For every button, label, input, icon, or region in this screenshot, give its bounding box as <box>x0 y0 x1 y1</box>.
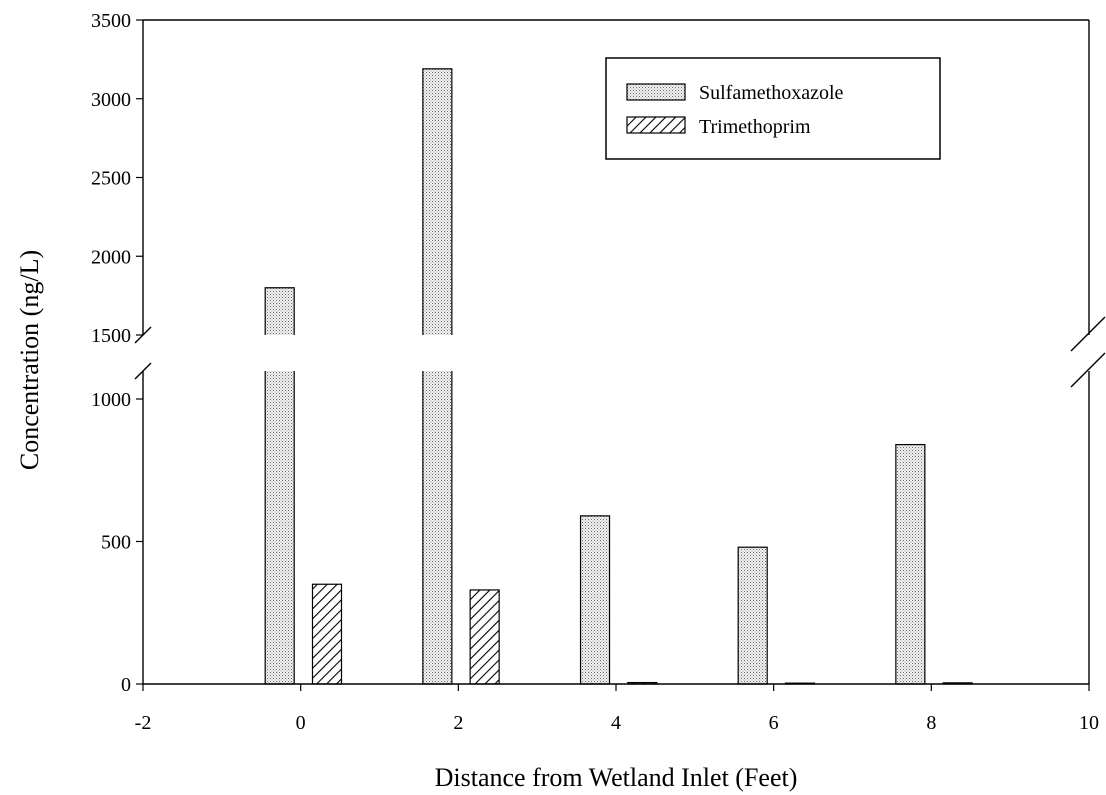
legend-swatch-trimethoprim <box>626 116 686 134</box>
axis-break-mark-left-2 <box>134 362 152 380</box>
y-axis-title: Concentration (ng/L) <box>15 250 44 470</box>
x-axis-title: Distance from Wetland Inlet (Feet) <box>435 763 798 792</box>
legend-label-sulfamethoxazole: Sulfamethoxazole <box>699 82 844 104</box>
y-tick-label: 3500 <box>91 10 131 32</box>
bar-sulfamethoxazole-2 <box>422 68 453 685</box>
legend-box <box>605 57 941 160</box>
bar-sulfamethoxazole-6 <box>737 546 768 685</box>
y-tick-label: 2000 <box>91 246 131 268</box>
bar-sulfamethoxazole-4 <box>579 515 611 685</box>
axis-break-mark-right-2 <box>1070 352 1106 388</box>
bar-sulfamethoxazole-8 <box>895 444 926 685</box>
y-tick-label: 3000 <box>91 89 131 111</box>
axis-break-gap <box>142 335 1090 371</box>
axis-break-mark-right-1 <box>1070 316 1106 352</box>
x-tick-label: 4 <box>611 712 621 734</box>
x-tick-label: 0 <box>296 712 306 734</box>
x-tick-label: 2 <box>453 712 463 734</box>
legend-swatch-sulfamethoxazole <box>626 83 686 101</box>
y-tick-label: 2500 <box>91 168 131 190</box>
x-tick-label: 8 <box>926 712 936 734</box>
legend: Sulfamethoxazole Trimethoprim <box>605 57 941 160</box>
y-tick-label: 0 <box>121 674 131 696</box>
legend-label-trimethoprim: Trimethoprim <box>699 116 811 138</box>
x-tick-label: 10 <box>1079 712 1099 734</box>
bar-trimethoprim-0 <box>311 583 343 685</box>
x-tick-label: 6 <box>769 712 779 734</box>
x-tick-label: -2 <box>135 712 152 734</box>
y-tick-label: 1500 <box>91 325 131 347</box>
y-tick-label: 500 <box>101 532 131 554</box>
bars-layer <box>264 68 973 685</box>
bar-trimethoprim-2 <box>469 589 500 685</box>
y-tick-label: 1000 <box>91 389 131 411</box>
